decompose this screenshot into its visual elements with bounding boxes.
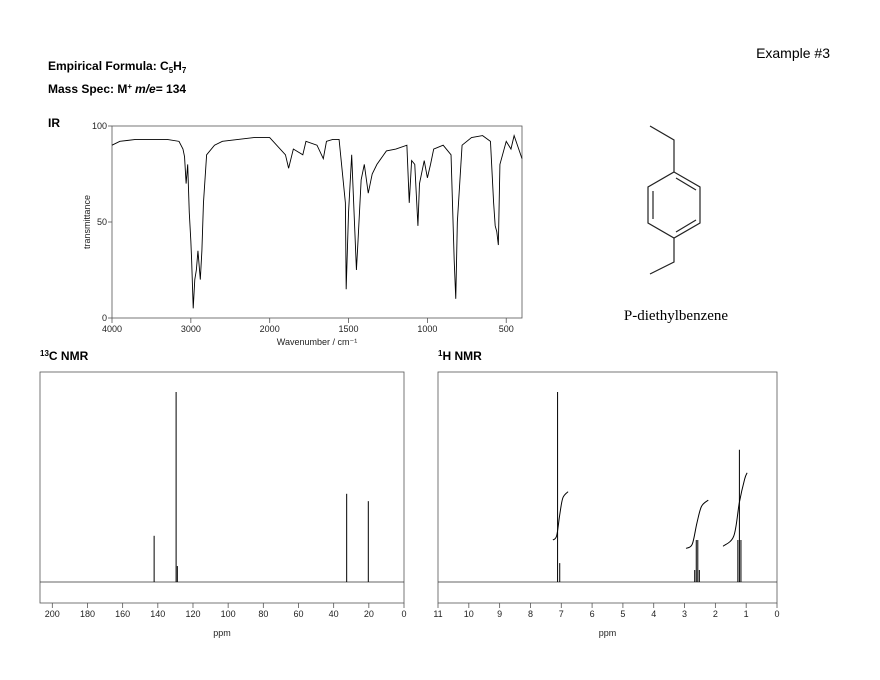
charge: + [127,82,132,91]
x-tick-label: 9 [497,609,502,619]
molecule [647,125,701,275]
x-tick-label: 160 [115,609,130,619]
x-tick-label: 1 [744,609,749,619]
title-text: IR [48,116,60,130]
x-tick-label: 120 [185,609,200,619]
x-axis-label: ppm [213,628,231,638]
x-tick-label: 20 [364,609,374,619]
x-tick-label: 3 [682,609,687,619]
ratio: m/e [135,82,156,96]
double-bond [675,219,697,233]
integral-curve [552,491,569,541]
title-superscript: 13 [40,349,49,358]
ring [647,171,701,239]
x-tick-label: 200 [45,609,60,619]
double-bond [675,177,697,191]
subscript: 5 [169,66,174,75]
mass-spec-label: Mass Spec: M [48,82,127,96]
x-tick-label: 80 [258,609,268,619]
chart-title: 13C NMR [40,349,89,363]
chart-title: IR [48,116,60,130]
formula-label: Empirical Formula: [48,59,157,73]
structure-name: P-diethylbenzene [624,308,728,324]
x-tick-label: 8 [528,609,533,619]
x-tick-label: 140 [150,609,165,619]
x-tick-label: 60 [293,609,303,619]
x-tick-label: 100 [221,609,236,619]
x-tick-label: 0 [774,609,779,619]
title-text: C NMR [49,349,89,363]
y-axis-label: transmittance [82,195,92,249]
empirical-formula: Empirical Formula: C5H7 [48,59,187,75]
x-tick-label: 40 [329,609,339,619]
integral-curve [722,472,748,547]
y-tick-label: 50 [97,217,107,227]
x-tick-label: 5 [620,609,625,619]
x-tick-label: 11 [433,609,442,619]
x-axis-label: ppm [599,628,617,638]
plot-frame [111,125,523,319]
subscript: 7 [182,66,187,75]
x-tick-label: 10 [464,609,474,619]
element: H [173,59,182,73]
integral-curve [685,499,709,549]
mass-value: = 134 [156,82,187,96]
y-tick-label: 0 [102,313,107,323]
ethyl-group [649,238,675,275]
x-tick-label: 0 [401,609,406,619]
x-tick-label: 2 [713,609,718,619]
title-superscript: 1 [438,349,443,358]
mass-spec: Mass Spec: M+ m/e= 134 [48,82,186,96]
example-label: Example #3 [756,45,830,61]
plot-frame [437,371,778,604]
x-tick-label: 180 [80,609,95,619]
y-tick-label: 100 [92,121,107,131]
plot-frame [39,371,405,604]
spectrum-line [111,133,523,309]
x-tick-label: 1500 [339,324,359,334]
x-tick-label: 1000 [417,324,437,334]
x-tick-label: 2000 [260,324,280,334]
x-tick-label: 6 [590,609,595,619]
title-text: H NMR [442,349,482,363]
x-tick-label: 7 [559,609,564,619]
x-tick-label: 4000 [102,324,122,334]
ethyl-group [649,125,675,172]
x-tick-label: 4 [651,609,656,619]
chart-title: 1H NMR [438,349,482,363]
element: C [160,59,169,73]
x-tick-label: 500 [499,324,514,334]
x-axis-label: Wavenumber / cm⁻¹ [277,337,357,347]
x-tick-label: 3000 [181,324,201,334]
